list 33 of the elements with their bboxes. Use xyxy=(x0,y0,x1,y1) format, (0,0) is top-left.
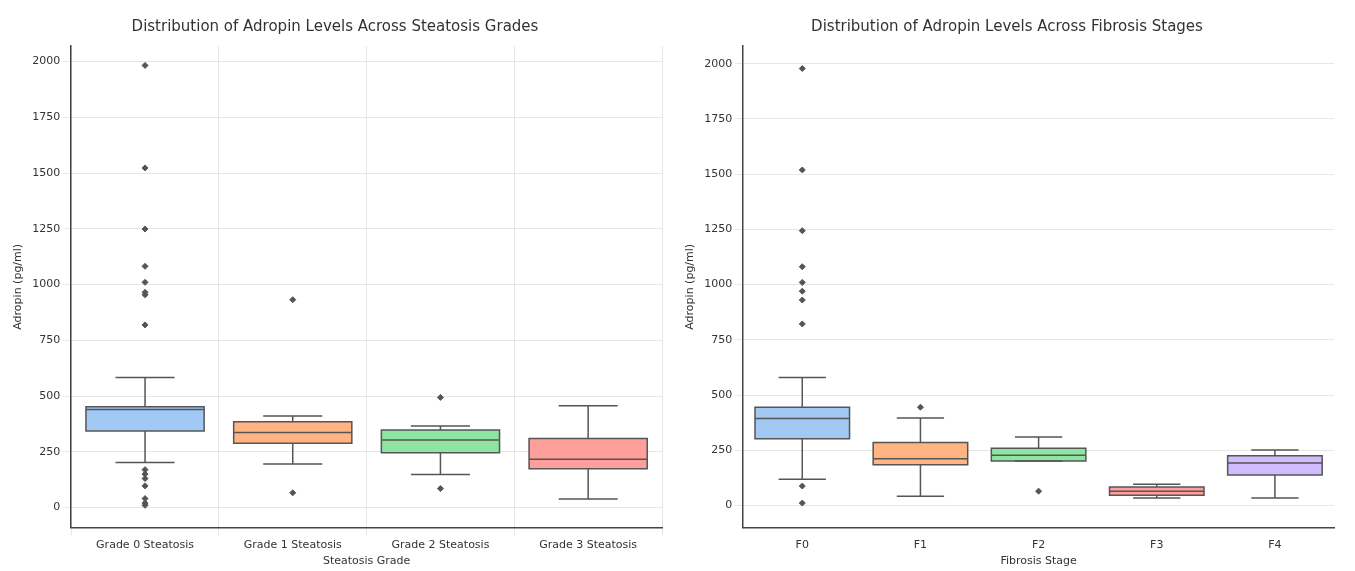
y-tick-label: 1500 xyxy=(704,166,733,180)
x-tick-label: Grade 0 Steatosis xyxy=(96,538,195,552)
x-tick-label: F2 xyxy=(1031,538,1046,552)
x-axis-title: Steatosis Grade xyxy=(322,554,411,568)
y-tick-label: 1250 xyxy=(704,222,733,236)
y-tick-label: 250 xyxy=(39,444,61,458)
x-tick-label: F1 xyxy=(913,538,928,552)
y-tick-label: 750 xyxy=(39,333,61,347)
chart-title: Distribution of Adropin Levels Across Steatosis Grades xyxy=(131,16,539,35)
y-tick-label: 1750 xyxy=(32,110,61,124)
y-tick-label: 2000 xyxy=(32,54,61,68)
y-tick-label: 1500 xyxy=(32,165,61,179)
y-tick-label: 1000 xyxy=(704,277,733,291)
y-tick-label: 500 xyxy=(39,388,61,402)
y-tick-label: 0 xyxy=(725,498,733,512)
y-tick-label: 2000 xyxy=(704,56,733,70)
x-tick-label: F3 xyxy=(1150,538,1164,552)
x-tick-label: F0 xyxy=(795,538,809,552)
x-axis-title: Fibrosis Stage xyxy=(1000,554,1078,568)
x-tick-label: F4 xyxy=(1268,538,1282,552)
y-tick-label: 1750 xyxy=(704,111,733,125)
y-tick-label: 250 xyxy=(711,443,733,457)
y-tick-label: 1000 xyxy=(32,277,61,291)
y-tick-label: 750 xyxy=(711,332,733,346)
y-axis-title: Adropin (pg/ml) xyxy=(11,243,25,330)
y-tick-label: 500 xyxy=(711,387,733,401)
x-tick-label: Grade 2 Steatosis xyxy=(391,538,490,552)
chart-title: Distribution of Adropin Levels Across Fibrosis Stages xyxy=(811,16,1204,35)
x-tick-label: Grade 3 Steatosis xyxy=(539,538,638,552)
y-axis-title: Adropin (pg/ml) xyxy=(683,243,697,330)
y-tick-label: 0 xyxy=(53,500,61,514)
x-tick-label: Grade 1 Steatosis xyxy=(243,538,342,552)
y-tick-label: 1250 xyxy=(32,221,61,235)
